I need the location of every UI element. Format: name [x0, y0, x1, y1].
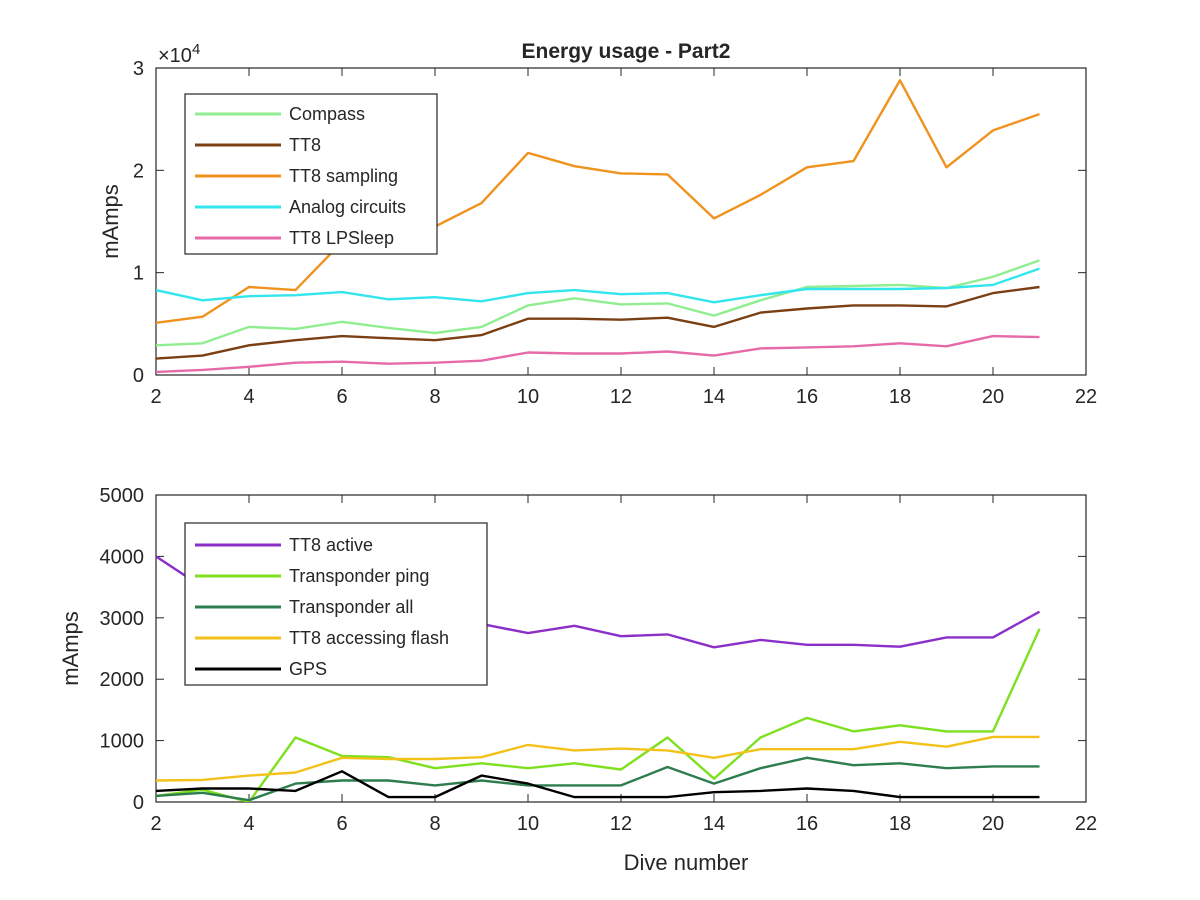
x-tick-label: 16	[796, 386, 818, 408]
series-line-transponder-ping	[156, 628, 1041, 802]
y-tick-label: 0	[133, 365, 144, 387]
legend: Compass TT8 TT8 sampling Analog circuits TT8…	[184, 93, 438, 255]
x-tick-label: 2	[150, 813, 161, 835]
legend-entry: Transponder ping	[289, 566, 429, 586]
bottom-plot: 2 4 6 8 10 12 14 16 18 20 22 0 1000 2000 3000 4000 5000 m…	[58, 485, 1097, 875]
x-tick-label: 8	[429, 813, 440, 835]
y-axis-label: mAmps	[58, 611, 83, 686]
x-tick-label: 10	[517, 813, 539, 835]
legend: TT8 active Transponder ping Transponder al…	[184, 522, 488, 686]
y-tick-label: 2000	[100, 669, 145, 691]
x-tick-label: 12	[610, 386, 632, 408]
series-line-compass	[156, 259, 1040, 347]
series-line-analog-circuits	[156, 267, 1040, 304]
series-line-tt8-sampling	[156, 79, 1040, 324]
x-tick-label: 18	[889, 813, 911, 835]
x-tick-label: 18	[889, 386, 911, 408]
legend-entry: Compass	[289, 104, 365, 124]
y-tick-label: 2	[133, 160, 144, 182]
legend-entry: TT8 accessing flash	[289, 628, 449, 648]
y-exponent-label: ×104	[158, 41, 200, 67]
legend-entry: TT8 active	[289, 535, 373, 555]
x-tick-label: 6	[336, 813, 347, 835]
top-plot: 2 4 6 8 10 12 14 16 18 20 220123×104mAmpsCompassTT…	[98, 41, 1097, 408]
series-line-tt8	[156, 285, 1040, 360]
x-tick-label: 4	[243, 386, 254, 408]
legend-entry: Analog circuits	[289, 197, 406, 217]
x-tick-label: 16	[796, 813, 818, 835]
x-tick-label: 10	[517, 386, 539, 408]
x-tick-label: 2	[150, 386, 161, 408]
y-exponent-power: 4	[192, 41, 200, 58]
legend-box	[184, 93, 438, 255]
chart-title: Energy usage - Part2	[522, 40, 731, 63]
x-tick-label: 14	[703, 386, 725, 408]
y-tick-label: 3000	[100, 608, 145, 630]
y-tick-label: 3	[133, 58, 144, 80]
series-line-tt8-lpsleep	[156, 334, 1040, 374]
series-line-gps	[156, 770, 1040, 799]
x-tick-label: 12	[610, 813, 632, 835]
x-tick-label: 6	[336, 386, 347, 408]
x-tick-label: 20	[982, 386, 1004, 408]
x-tick-label: 20	[982, 813, 1004, 835]
x-tick-label: 4	[243, 813, 254, 835]
x-tick-label: 8	[429, 386, 440, 408]
legend-entry: GPS	[289, 659, 327, 679]
x-tick-label: 14	[703, 813, 725, 835]
y-tick-label: 4000	[100, 546, 145, 568]
y-axis-label: mAmps	[98, 184, 123, 259]
series-line-transponder-all	[156, 756, 1040, 802]
legend-box	[184, 522, 488, 686]
y-tick-label: 1	[133, 263, 144, 285]
legend-entry: TT8	[289, 135, 321, 155]
legend-entry: Transponder all	[289, 597, 413, 617]
y-tick-label: 0	[133, 792, 144, 814]
x-tick-label: 22	[1075, 813, 1097, 835]
x-axis-label: Dive number	[624, 850, 749, 875]
legend-entry: TT8 LPSleep	[289, 228, 394, 248]
y-tick-label: 5000	[100, 485, 145, 507]
x-tick-label: 22	[1075, 386, 1097, 408]
series-line-tt8-accessing-flash	[156, 735, 1040, 782]
y-tick-label: 1000	[100, 731, 145, 753]
legend-entry: TT8 sampling	[289, 166, 398, 186]
